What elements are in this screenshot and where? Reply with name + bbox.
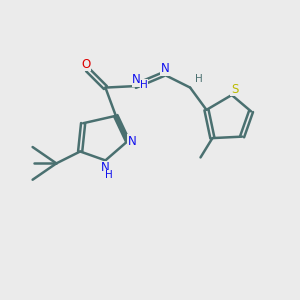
Text: S: S	[231, 82, 238, 96]
Text: O: O	[82, 58, 91, 71]
Text: H: H	[195, 74, 202, 84]
Text: N: N	[128, 135, 136, 148]
Text: N: N	[132, 73, 141, 86]
Text: H: H	[140, 80, 148, 90]
Text: H: H	[104, 170, 112, 180]
Text: N: N	[101, 161, 110, 174]
Text: N: N	[160, 62, 169, 75]
